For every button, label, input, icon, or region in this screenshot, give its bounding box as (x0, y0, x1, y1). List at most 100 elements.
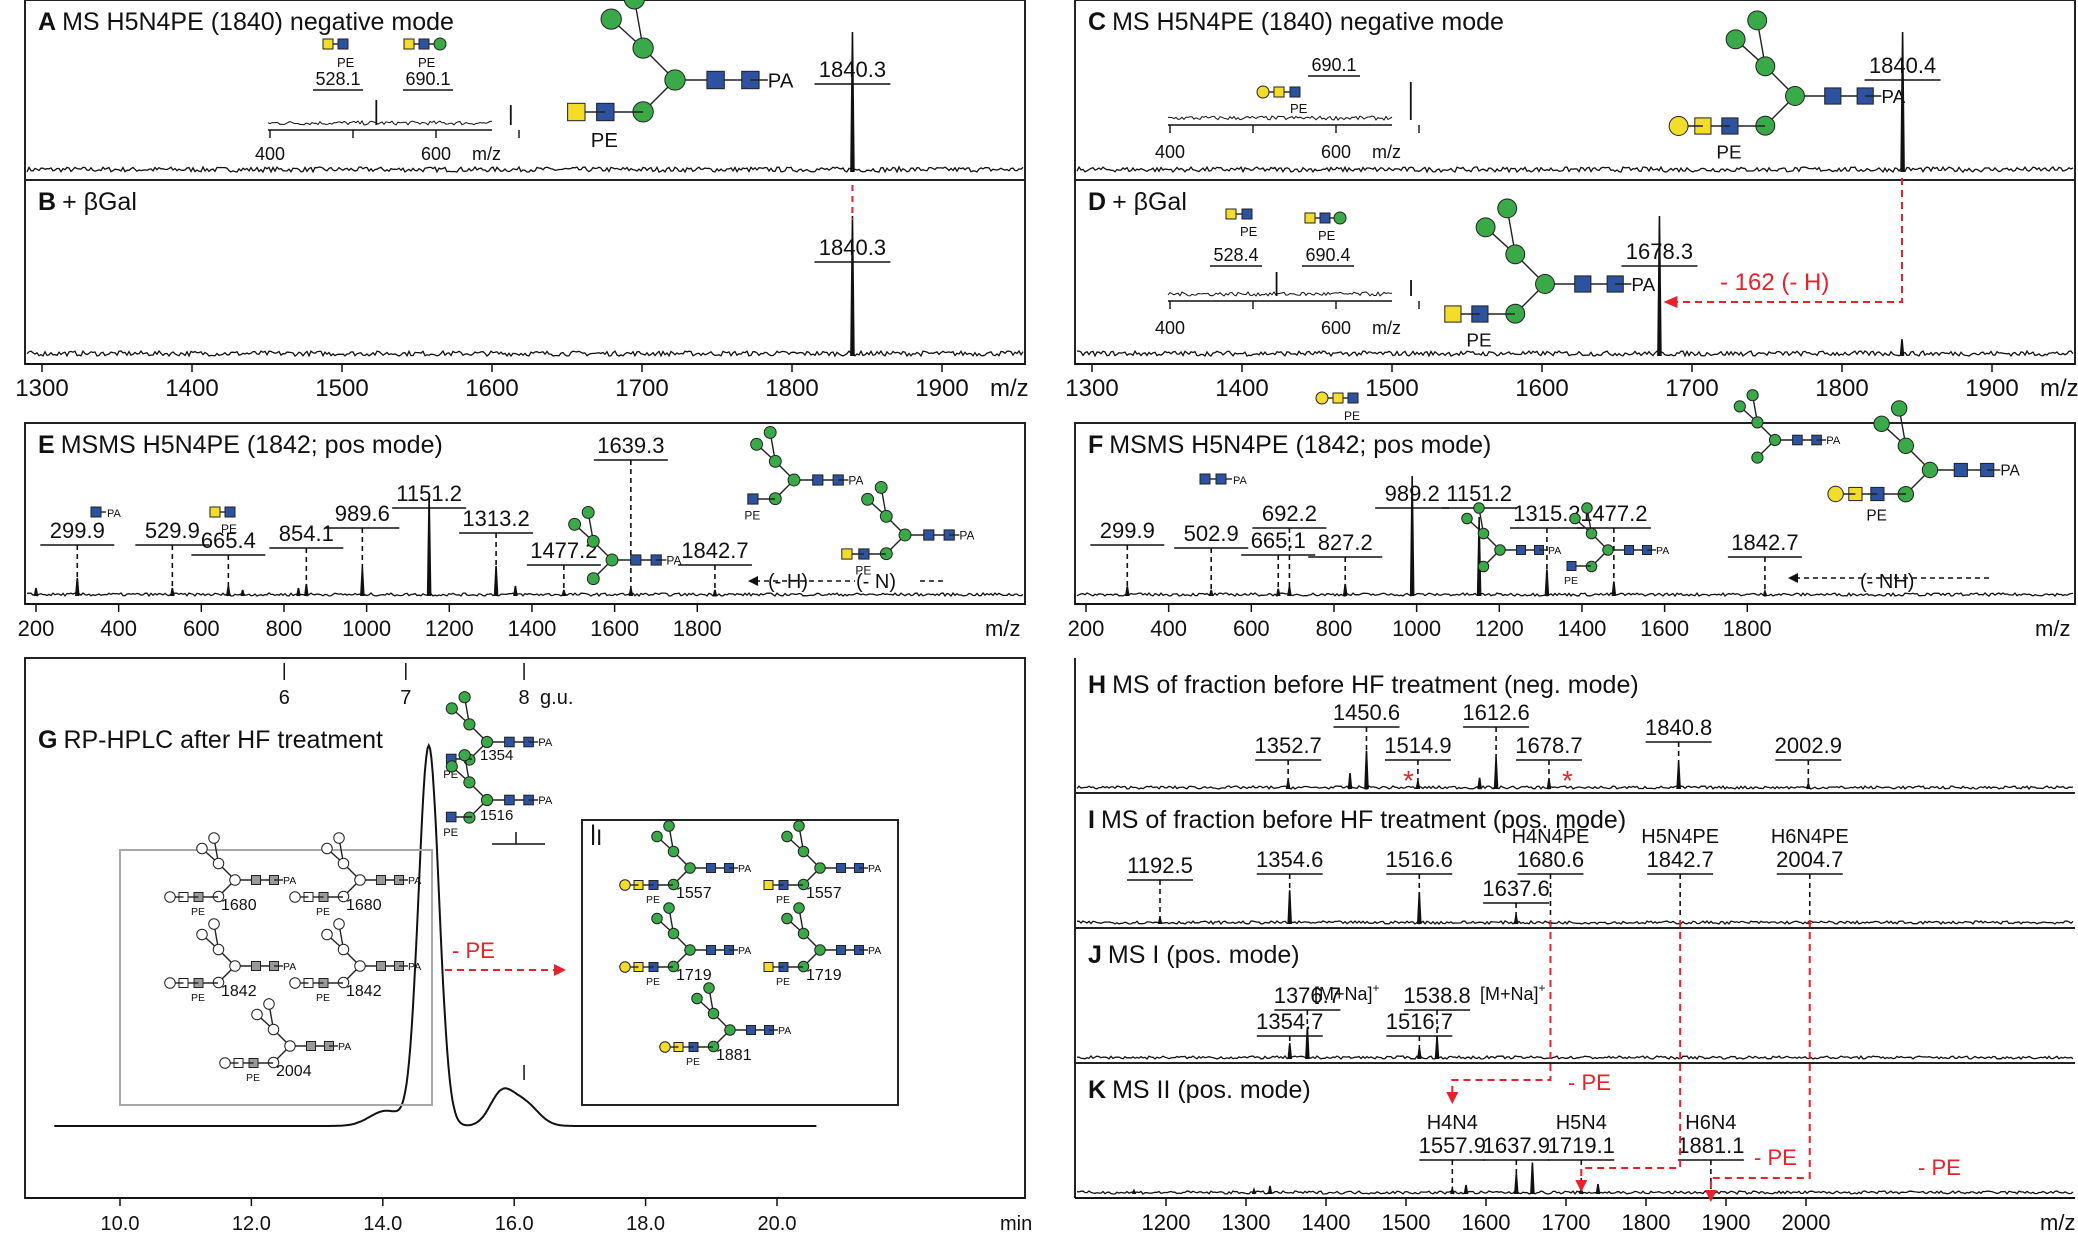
label-A-main-text: 1840.3 (819, 57, 886, 82)
axis-F-tick-label: 200 (1068, 616, 1105, 641)
label-H-1450.6-text: 1450.6 (1333, 700, 1400, 725)
circle-sugar (208, 918, 220, 930)
baseline-noise-F (1076, 591, 2074, 598)
glycan-label: PE (1240, 224, 1258, 239)
axis-K-tick-label: 1200 (1142, 1210, 1191, 1235)
pa-label: PA (1631, 275, 1655, 296)
square-sugar (504, 736, 515, 748)
inset-C-trace (1168, 115, 1393, 121)
axis-E-tick-label: 800 (266, 616, 303, 641)
pa-label: PA (1881, 87, 1905, 108)
baseline-noise-B (26, 349, 1024, 358)
circle-sugar (289, 891, 301, 903)
axis-E-tick-label: 600 (183, 616, 220, 641)
circle-sugar (267, 1023, 280, 1036)
circle-sugar (664, 69, 686, 91)
title-K: K MS II (pos. mode) (1088, 1076, 1311, 1104)
inset-C-tick-400: 400 (1155, 142, 1185, 162)
loss-162-label: - 162 (- H) (1720, 269, 1829, 296)
circle-sugar (1751, 416, 1764, 429)
square-sugar (746, 1025, 756, 1035)
axis-K-unit: m/z (2040, 1210, 2075, 1235)
circle-sugar (763, 425, 777, 439)
circle-sugar (480, 735, 494, 749)
pa-label: PA (1826, 435, 1841, 447)
inset-D-label-528: 528.4 (1213, 245, 1258, 265)
circle-sugar (1569, 512, 1581, 525)
square-sugar (1824, 87, 1842, 105)
circle-sugar (321, 842, 333, 855)
square-sugar (1574, 275, 1592, 293)
circle-sugar (797, 845, 810, 858)
pe-label: PE (646, 894, 660, 906)
circle-sugar (1477, 560, 1490, 573)
square-sugar (403, 38, 415, 50)
glycan-label: PE (1318, 228, 1336, 243)
label-I-1842.7-text: 1842.7 (1647, 847, 1714, 872)
square-sugar (841, 548, 853, 560)
label-E-989.6-text: 989.6 (335, 501, 390, 526)
peak-J-0 (1287, 1043, 1293, 1060)
chromatogram-trace (54, 742, 817, 1127)
inset-D-tick-600: 600 (1321, 318, 1351, 338)
label-F-1151.2-text: 1151.2 (1446, 481, 1512, 506)
circle-sugar (1494, 544, 1506, 556)
axis-B-tick-label: 1800 (765, 375, 818, 402)
square-sugar (706, 70, 725, 90)
square-sugar (1241, 208, 1253, 220)
circle-sugar (663, 820, 675, 832)
pa-label: PA (738, 945, 751, 957)
peak-K-3 (1450, 1185, 1455, 1195)
circle-sugar (229, 960, 241, 972)
title-G: G RP-HPLC after HF treatment (38, 726, 383, 754)
glycan-label: 1680 (221, 897, 257, 914)
label-J-1516.7-text: 1516.7 (1386, 1009, 1453, 1034)
peak-K-1 (1251, 1186, 1257, 1195)
peak-K-0 (1131, 1188, 1137, 1195)
loss-n-label-E: (- N) (856, 571, 896, 593)
pe-label: PE (855, 563, 871, 577)
label-J-1376.7-text: 1376.7 (1274, 983, 1341, 1008)
square-sugar (337, 38, 349, 50)
pa-label: PA (666, 553, 681, 567)
circle-sugar (212, 857, 225, 870)
annotations: - 162 (- H) (- H) (- N) (- NH) - PE - PE… (452, 269, 1961, 1180)
inset-D-label-690: 690.4 (1305, 245, 1350, 265)
gu-tick-label: 6 (279, 687, 290, 709)
glycan-label: PE (1344, 409, 1360, 423)
peak-J-1 (1305, 1027, 1310, 1060)
circle-sugar (458, 691, 471, 704)
gu-tick-label: 8 (518, 687, 529, 709)
axis-K-tick-label: 1700 (1542, 1210, 1591, 1235)
title-H: H MS of fraction before HF treatment (neg… (1088, 671, 1639, 699)
peak-E-13 (712, 589, 718, 597)
square-sugar (376, 961, 386, 971)
axis-D-tick-label: 1700 (1665, 375, 1718, 402)
label-F-1842.7-text: 1842.7 (1731, 530, 1798, 555)
label-E-665.4-text: 665.4 (201, 528, 256, 553)
glycan-label: 1842 (346, 983, 382, 1000)
peak-H-8 (1806, 780, 1811, 790)
axis-B-tick-label: 1400 (165, 375, 218, 402)
pe-label: PE (1466, 330, 1491, 351)
axis-D-tick-label: 1800 (1815, 375, 1868, 402)
pe-label: PE (443, 769, 458, 781)
circle-sugar (229, 874, 241, 886)
glycan-label: PE (418, 55, 436, 70)
axis-K-tick-label: 1500 (1382, 1210, 1431, 1235)
square-sugar (90, 506, 102, 518)
square-sugar (1566, 561, 1577, 571)
pa-label: PA (538, 737, 553, 749)
label-E-854.1-text: 854.1 (279, 521, 334, 546)
label-I-1516.6-text: 1516.6 (1386, 847, 1453, 872)
label-H-1612.6-text: 1612.6 (1462, 700, 1529, 725)
pa-label: PA (868, 863, 881, 875)
square-sugar (322, 38, 334, 50)
axis-E-tick-label: 1200 (425, 616, 474, 641)
pe-label: PE (776, 894, 790, 906)
circle-sugar (861, 492, 875, 506)
minus-pe-head-arrow-2004 (1704, 1190, 1717, 1202)
square-sugar (251, 875, 261, 885)
axis-D-tick-label: 1500 (1365, 375, 1418, 402)
